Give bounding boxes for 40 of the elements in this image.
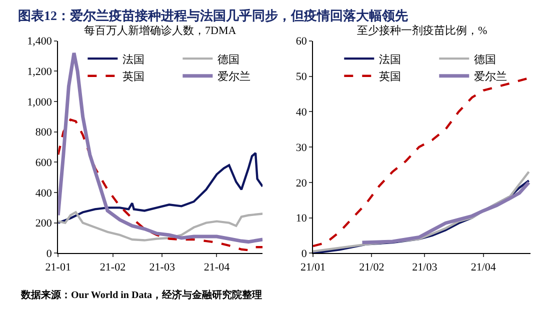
x-tick-label: 21/04 — [470, 261, 496, 274]
chart-subtitle: 至少接种一剂疫苗比例，% — [357, 24, 488, 37]
y-tick-label: 800 — [35, 126, 52, 139]
legend-label: 法国 — [122, 52, 145, 66]
legend-label: 德国 — [218, 54, 240, 66]
y-tick-label: 600 — [35, 157, 52, 170]
y-tick-label: 200 — [35, 218, 52, 230]
legend-label: 法国 — [379, 52, 402, 66]
line-series — [58, 51, 263, 244]
chart-title: 图表12：爱尔兰疫苗接种进程与法国几乎同步，但疫情回落大幅领先 — [18, 8, 408, 23]
y-tick-label: 50 — [296, 71, 308, 84]
legend-label: 英国 — [379, 70, 402, 84]
y-tick-label: 60 — [296, 36, 308, 48]
line-series — [58, 211, 263, 242]
y-tick-label: 40 — [296, 106, 308, 118]
legend-label: 爱尔兰 — [218, 70, 251, 84]
y-tick-label: 0 — [301, 248, 308, 260]
y-tick-label: 10 — [296, 212, 308, 225]
x-tick-label: 21/03 — [412, 261, 438, 274]
line-series — [58, 118, 263, 252]
chart-subtitle: 每百万人新增确诊人数，7DMA — [84, 24, 236, 37]
y-tick-label: 20 — [296, 177, 308, 190]
x-tick-label: 21-02 — [100, 261, 126, 274]
x-tick-label: 21-03 — [149, 261, 176, 274]
x-tick-label: 21-04 — [204, 261, 230, 274]
y-tick-label: 1,000 — [27, 96, 52, 108]
y-tick-label: 400 — [35, 187, 52, 200]
y-tick-label: 0 — [46, 248, 52, 260]
line-series — [58, 152, 263, 224]
x-tick-label: 21/02 — [359, 261, 384, 274]
y-tick-label: 30 — [296, 142, 308, 154]
legend-label: 德国 — [474, 54, 496, 66]
x-tick-label: 21-01 — [45, 261, 71, 274]
line-series — [360, 180, 531, 244]
legend-label: 英国 — [122, 70, 145, 84]
source-note: 数据来源：Our World in Data，经济与金融研究院整理 — [20, 289, 262, 301]
y-tick-label: 1,400 — [27, 36, 52, 48]
x-tick-label: 21/01 — [300, 261, 326, 274]
legend-label: 爱尔兰 — [474, 70, 508, 84]
y-tick-label: 1,200 — [27, 66, 52, 78]
